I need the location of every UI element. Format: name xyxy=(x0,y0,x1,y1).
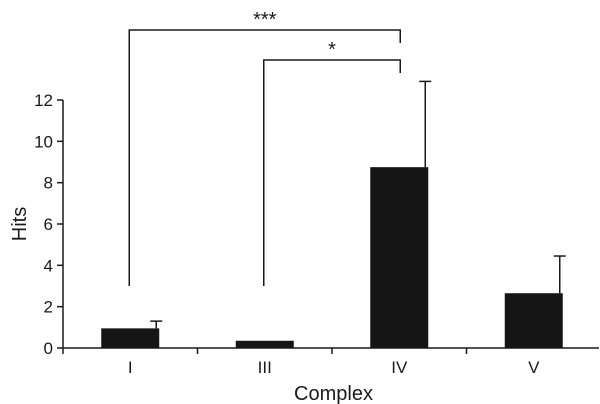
significance-label: *** xyxy=(253,9,277,31)
bar xyxy=(504,293,563,348)
y-ticks: 0 2 4 6 8 10 12 xyxy=(34,91,63,358)
significance-brackets: **** xyxy=(128,9,401,286)
error-bar xyxy=(150,320,163,329)
x-tick-label: IV xyxy=(391,358,408,377)
y-tick-label: 12 xyxy=(34,91,53,110)
x-axis-title: Complex xyxy=(294,383,373,404)
significance-bracket: * xyxy=(263,39,401,286)
error-bars xyxy=(150,80,566,329)
y-tick-label: 6 xyxy=(44,215,53,234)
y-axis-title: Hits xyxy=(9,207,31,241)
y-tick-label: 8 xyxy=(44,174,53,193)
error-bar xyxy=(553,255,566,294)
bar xyxy=(370,167,429,348)
significance-bracket: *** xyxy=(128,9,401,286)
x-tick-label: V xyxy=(528,358,540,377)
x-tick-label: I xyxy=(128,358,133,377)
y-tick-label: 0 xyxy=(44,339,53,358)
significance-label: * xyxy=(328,39,336,61)
y-tick-label: 2 xyxy=(44,298,53,317)
bar xyxy=(235,340,294,348)
bar xyxy=(101,328,160,348)
x-ticks: I III IV V xyxy=(62,348,540,377)
y-tick-label: 10 xyxy=(34,132,53,151)
y-tick-label: 4 xyxy=(44,256,53,275)
x-tick-label: III xyxy=(258,358,272,377)
bars xyxy=(101,167,563,348)
error-bar xyxy=(419,80,432,168)
